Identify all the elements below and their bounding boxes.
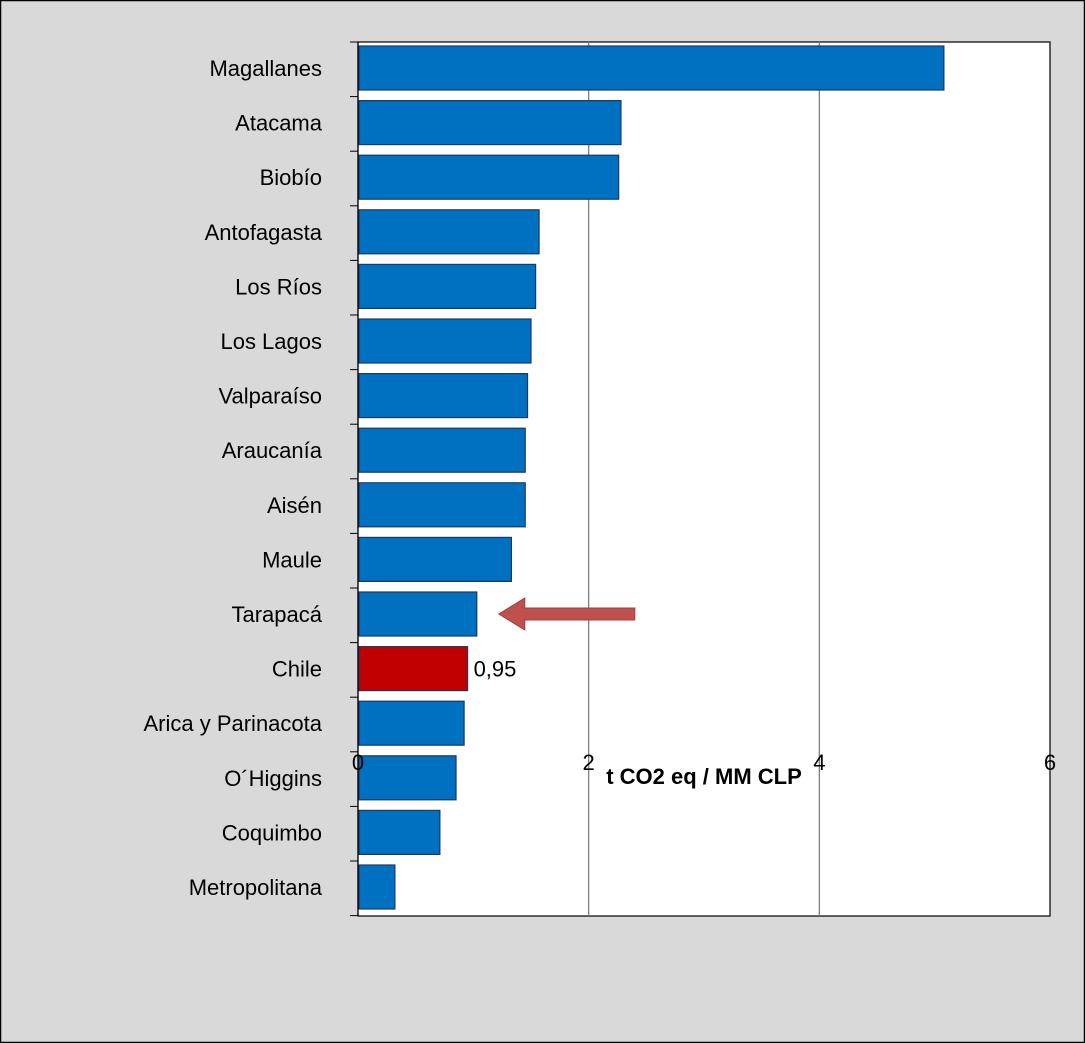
category-label: Chile [272, 657, 322, 682]
category-label: Maule [262, 547, 322, 572]
bar [358, 591, 478, 637]
category-label: Atacama [235, 111, 323, 136]
category-label: Biobío [260, 165, 322, 190]
category-label: Valparaíso [218, 384, 322, 409]
bar [358, 427, 526, 473]
bars [358, 45, 945, 910]
x-tick-label: 4 [813, 750, 825, 775]
bar [358, 373, 529, 419]
category-label: Los Lagos [220, 329, 322, 354]
category-label: Metropolitana [189, 875, 323, 900]
category-label: Arica y Parinacota [143, 711, 322, 736]
category-label: Aisén [267, 493, 322, 518]
bar [358, 99, 622, 146]
axes [350, 41, 359, 917]
x-tick-label: 6 [1044, 750, 1056, 775]
category-label: Magallanes [209, 56, 322, 81]
bar [358, 700, 465, 746]
data-label: 0,95 [474, 657, 517, 682]
x-tick-label: 2 [583, 750, 595, 775]
bar [358, 536, 512, 583]
category-label: Coquimbo [222, 820, 322, 845]
annotations [497, 597, 636, 631]
bar [358, 154, 620, 200]
bar [358, 864, 396, 910]
bar [358, 45, 945, 91]
bar [358, 482, 526, 528]
category-label: O´Higgins [224, 766, 322, 791]
bar [358, 809, 441, 856]
x-tick-label: 0 [352, 750, 364, 775]
bar [358, 263, 537, 309]
labels: 0 2 4 6 Magallanes Atacama Biobío Antofagasta Lo… [143, 56, 1056, 900]
bar [358, 755, 457, 801]
category-label: Araucanía [222, 438, 323, 463]
category-label: Tarapacá [231, 602, 322, 627]
x-axis-title: t CO2 eq / MM CLP [606, 764, 802, 789]
annotation-arrow [497, 597, 636, 631]
bar [358, 209, 540, 255]
bar [358, 645, 469, 692]
category-label: Antofagasta [205, 220, 323, 245]
bar [358, 318, 532, 364]
category-label: Los Ríos [235, 274, 322, 299]
